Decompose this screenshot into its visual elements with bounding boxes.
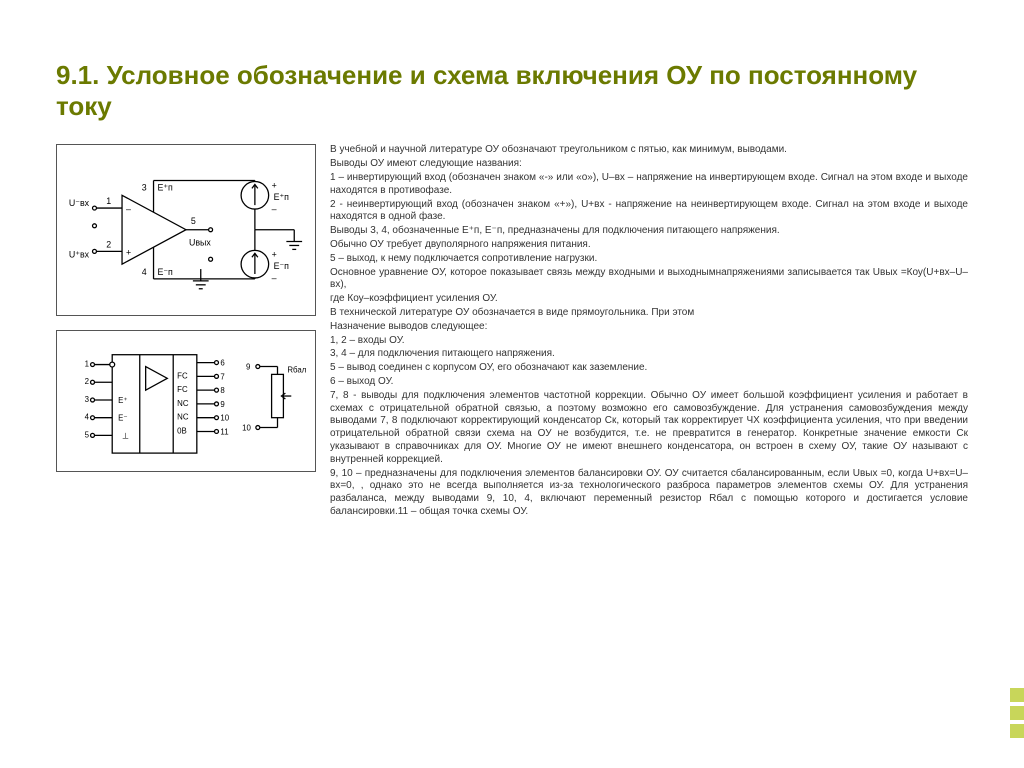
svg-text:7: 7 bbox=[220, 372, 224, 381]
svg-text:5: 5 bbox=[85, 430, 90, 439]
para: 1 – инвертирующий вход (обозначен знаком… bbox=[330, 172, 968, 198]
para: 6 – выход ОУ. bbox=[330, 376, 968, 389]
svg-text:3: 3 bbox=[142, 183, 147, 193]
svg-text:10: 10 bbox=[220, 413, 229, 422]
svg-text:E⁻п: E⁻п bbox=[274, 261, 290, 271]
svg-text:3: 3 bbox=[85, 395, 90, 404]
svg-text:⊥: ⊥ bbox=[122, 431, 129, 440]
svg-text:U⁺вх: U⁺вх bbox=[69, 250, 90, 260]
svg-text:–: – bbox=[126, 204, 131, 214]
svg-text:6: 6 bbox=[220, 358, 225, 367]
para: В технической литературе ОУ обозначается… bbox=[330, 307, 968, 320]
svg-text:11: 11 bbox=[220, 427, 228, 436]
para: 5 – вывод соединен с корпусом ОУ, его об… bbox=[330, 362, 968, 375]
svg-text:+: + bbox=[272, 250, 277, 260]
para: Основное уравнение ОУ, которое показывае… bbox=[330, 267, 968, 293]
para: Назначение выводов следующее: bbox=[330, 321, 968, 334]
figure-1-opamp-triangle: – + 1 2 U⁻вх U⁺вх 3 E⁺п bbox=[56, 144, 316, 315]
svg-text:Rбал: Rбал bbox=[287, 365, 306, 374]
svg-text:4: 4 bbox=[142, 267, 147, 277]
svg-text:+: + bbox=[272, 181, 277, 191]
svg-text:FC: FC bbox=[177, 371, 188, 380]
svg-text:E⁻: E⁻ bbox=[118, 413, 127, 422]
svg-text:Uвых: Uвых bbox=[189, 238, 211, 248]
svg-text:–: – bbox=[272, 204, 277, 214]
para: Обычно ОУ требует двуполярного напряжени… bbox=[330, 239, 968, 252]
para: 5 – выход, к нему подключается сопротивл… bbox=[330, 253, 968, 266]
svg-text:E⁺п: E⁺п bbox=[157, 183, 173, 193]
svg-text:9: 9 bbox=[246, 362, 250, 371]
svg-text:2: 2 bbox=[106, 240, 111, 250]
svg-text:NC: NC bbox=[177, 399, 189, 408]
svg-text:4: 4 bbox=[85, 412, 90, 421]
svg-text:1: 1 bbox=[85, 359, 89, 368]
para: 2 - неинвертирующий вход (обозначен знак… bbox=[330, 199, 968, 225]
svg-text:E⁺п: E⁺п bbox=[274, 193, 290, 203]
corner-olive-squares bbox=[1010, 688, 1024, 768]
para: где Коу–коэффициент усиления ОУ. bbox=[330, 293, 968, 306]
figure-2-opamp-rectangle: 1 2 3 4 5 E⁺ bbox=[56, 330, 316, 472]
svg-text:–: – bbox=[272, 273, 277, 283]
content-row: – + 1 2 U⁻вх U⁺вх 3 E⁺п bbox=[56, 144, 968, 519]
body-text-column: В учебной и научной литературе ОУ обозна… bbox=[330, 144, 968, 519]
figures-column: – + 1 2 U⁻вх U⁺вх 3 E⁺п bbox=[56, 144, 316, 519]
svg-text:10: 10 bbox=[242, 423, 251, 432]
para: 1, 2 – входы ОУ. bbox=[330, 335, 968, 348]
svg-text:FC: FC bbox=[177, 385, 188, 394]
svg-text:8: 8 bbox=[220, 386, 225, 395]
svg-text:E⁺: E⁺ bbox=[118, 396, 127, 405]
svg-text:U⁻вх: U⁻вх bbox=[69, 198, 90, 208]
svg-text:9: 9 bbox=[220, 400, 224, 409]
para: 7, 8 - выводы для подключения элементов … bbox=[330, 390, 968, 467]
para: В учебной и научной литературе ОУ обозна… bbox=[330, 144, 968, 157]
svg-text:NC: NC bbox=[177, 412, 189, 421]
para: 3, 4 – для подключения питающего напряже… bbox=[330, 348, 968, 361]
fig1-svg: – + 1 2 U⁻вх U⁺вх 3 E⁺п bbox=[63, 151, 309, 308]
svg-text:1: 1 bbox=[106, 197, 111, 207]
svg-text:+: + bbox=[126, 248, 131, 258]
para: Выводы 3, 4, обозначенные E⁺п, E⁻п, пред… bbox=[330, 225, 968, 238]
para: 9, 10 – предназначены для подключения эл… bbox=[330, 468, 968, 519]
svg-text:2: 2 bbox=[85, 377, 89, 386]
fig2-svg: 1 2 3 4 5 E⁺ bbox=[63, 337, 309, 465]
svg-text:5: 5 bbox=[191, 216, 196, 226]
svg-text:0В: 0В bbox=[177, 426, 187, 435]
slide-title: 9.1. Условное обозначение и схема включе… bbox=[56, 60, 968, 122]
para: Выводы ОУ имеют следующие названия: bbox=[330, 158, 968, 171]
svg-text:E⁻п: E⁻п bbox=[157, 267, 173, 277]
